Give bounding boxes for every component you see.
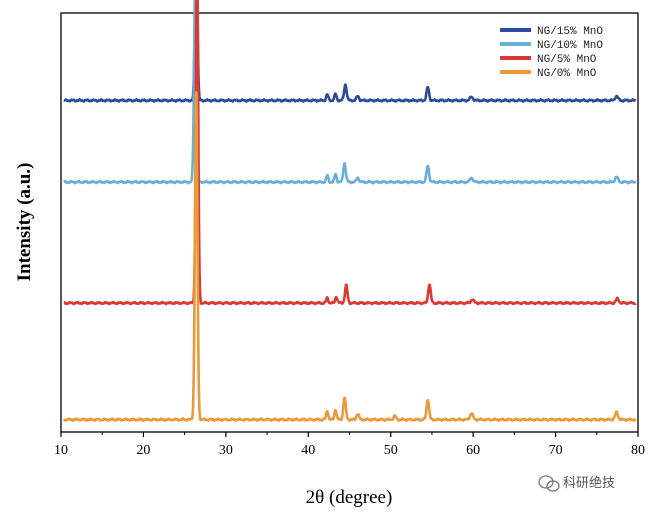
x-axis-ticks: 10 20 30 40 50 60 70 80 [54, 432, 645, 458]
legend-label: NG/10% MnO [537, 40, 603, 52]
x-axis-title: 2θ (degree) [306, 487, 393, 508]
x-tick-label: 40 [301, 443, 315, 458]
x-tick-label: 50 [384, 443, 398, 458]
x-tick-label: 60 [466, 443, 480, 458]
series-line-ng-5-mno [62, 0, 637, 306]
x-tick-label: 20 [136, 443, 150, 458]
legend-label: NG/15% MnO [537, 26, 603, 38]
legend-label: NG/0% MnO [537, 68, 597, 80]
x-tick-label: 10 [54, 443, 68, 458]
watermark-text: 科研绝技 [563, 475, 615, 491]
x-tick-label: 70 [549, 443, 563, 458]
legend: NG/15% MnO NG/10% MnO NG/5% MnO NG/0% MnO [500, 26, 603, 80]
y-axis-title: Intensity (a.u.) [14, 163, 35, 282]
wechat-icon [538, 475, 560, 492]
legend-label: NG/5% MnO [537, 54, 597, 66]
x-tick-label: 80 [631, 443, 645, 458]
series-line-ng-10-mno [62, 0, 637, 185]
series-line-ng-0-mno [62, 91, 637, 422]
series-line-ng-15-mno [62, 0, 637, 103]
x-tick-label: 30 [219, 443, 233, 458]
watermark: 科研绝技 [538, 475, 615, 492]
series-layer [62, 0, 637, 422]
